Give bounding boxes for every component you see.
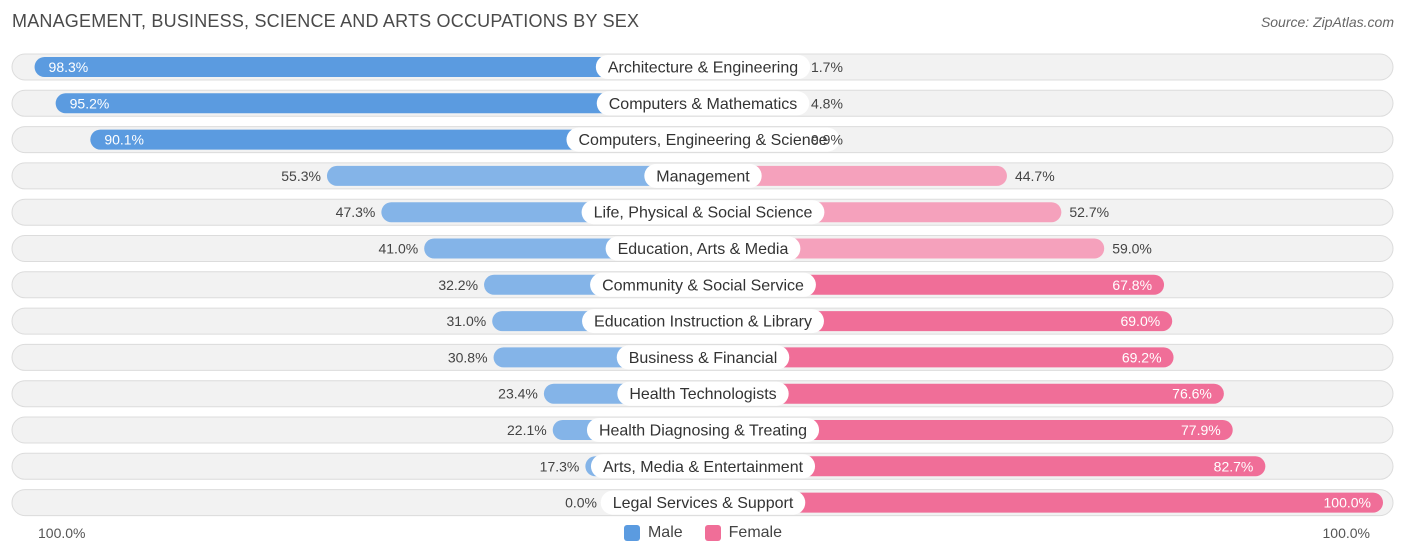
- category-label: Education, Arts & Media: [618, 241, 789, 258]
- male-value-label: 32.2%: [438, 277, 478, 293]
- category-label-pill: [600, 490, 806, 515]
- legend-label-male: Male: [647, 524, 683, 541]
- chart-source: Source: ZipAtlas.com: [1260, 14, 1394, 30]
- female-value-label: 4.8%: [811, 95, 843, 111]
- male-bar: [34, 57, 704, 77]
- male-value-label: 55.3%: [281, 168, 321, 184]
- female-bar: [703, 492, 1383, 513]
- category-label-pill: [595, 55, 811, 79]
- male-bar: [90, 129, 703, 150]
- category-label: Computers & Mathematics: [609, 96, 798, 113]
- category-label: Life, Physical & Social Science: [594, 205, 813, 222]
- female-value-label: 59.0%: [1112, 241, 1152, 257]
- category-label: Health Technologists: [629, 386, 776, 403]
- female-bar: [703, 383, 1224, 404]
- female-bar: [703, 347, 1174, 368]
- legend-swatch-male: [623, 525, 640, 541]
- legend-label-female: Female: [728, 524, 783, 541]
- male-value-label: 98.3%: [49, 59, 89, 75]
- female-value-label: 69.2%: [1122, 349, 1162, 365]
- category-label: Management: [656, 168, 750, 185]
- axis-label-left: 100.0%: [38, 525, 86, 541]
- male-bar: [55, 93, 703, 114]
- category-label-pill: [590, 272, 816, 297]
- female-value-label: 52.7%: [1069, 204, 1109, 220]
- male-bar: [326, 165, 703, 186]
- female-bar: [703, 238, 1105, 259]
- category-label-pill: [566, 127, 840, 152]
- category-label: Business & Financial: [629, 350, 778, 367]
- female-bar: [703, 456, 1266, 477]
- female-value-label: 77.9%: [1181, 422, 1221, 438]
- female-value-label: 82.7%: [1214, 458, 1254, 474]
- male-value-label: 41.0%: [378, 241, 418, 257]
- female-value-label: 44.7%: [1015, 168, 1055, 184]
- female-bar: [703, 165, 1007, 186]
- legend: Male Female: [0, 524, 1406, 542]
- category-label-pill: [581, 200, 825, 225]
- category-label: Health Diagnosing & Treating: [599, 423, 807, 440]
- category-label-pill: [605, 236, 801, 261]
- category-label-pill: [644, 163, 762, 188]
- female-value-label: 1.7%: [811, 59, 843, 75]
- chart-title: MANAGEMENT, BUSINESS, SCIENCE AND ARTS O…: [12, 11, 640, 31]
- category-label: Community & Social Service: [602, 277, 804, 294]
- legend-item-female: Female: [704, 524, 783, 542]
- male-value-label: 17.3%: [540, 458, 580, 474]
- chart-plot: Architecture & Engineering 98.3% 1.7% Compu…: [11, 53, 1394, 517]
- legend-item-male: Male: [623, 524, 683, 542]
- female-value-label: 67.8%: [1112, 277, 1152, 293]
- category-label-pill: [582, 309, 824, 334]
- category-label: Education Instruction & Library: [594, 314, 812, 331]
- category-label: Arts, Media & Entertainment: [603, 459, 804, 476]
- category-label-pill: [616, 345, 790, 370]
- male-value-label: 22.1%: [507, 422, 547, 438]
- female-value-label: 9.9%: [811, 132, 843, 148]
- male-value-label: 47.3%: [336, 204, 376, 220]
- category-label: Computers, Engineering & Science: [578, 132, 827, 149]
- female-value-label: 69.0%: [1120, 313, 1160, 329]
- male-value-label: 90.1%: [104, 132, 144, 148]
- male-value-label: 23.4%: [498, 386, 538, 402]
- legend-swatch-female: [704, 525, 721, 541]
- female-bar: [703, 420, 1233, 440]
- axis-label-right: 100.0%: [1322, 525, 1370, 541]
- category-label-pill: [596, 91, 810, 116]
- category-label: Legal Services & Support: [613, 495, 794, 512]
- male-value-label: 30.8%: [448, 349, 488, 365]
- female-bar: [703, 274, 1165, 295]
- male-value-label: 95.2%: [70, 95, 110, 111]
- category-label-pill: [586, 418, 820, 442]
- female-value-label: 100.0%: [1324, 495, 1371, 511]
- female-value-label: 76.6%: [1172, 386, 1212, 402]
- male-value-label: 0.0%: [565, 495, 597, 511]
- category-label-pill: [590, 454, 816, 479]
- category-label: Architecture & Engineering: [608, 60, 798, 77]
- category-label-pill: [617, 381, 789, 406]
- male-value-label: 31.0%: [446, 313, 486, 329]
